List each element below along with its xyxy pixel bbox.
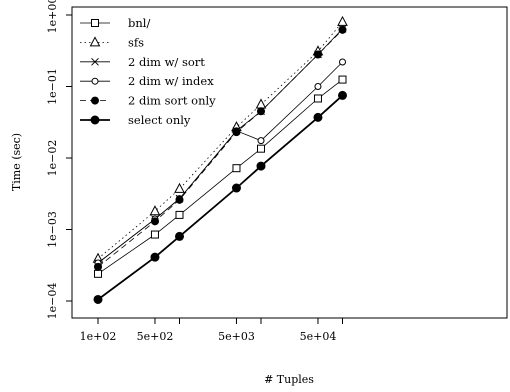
x-tick-label: 1e+02	[80, 330, 117, 343]
legend-label: 2 dim w/ sort	[128, 55, 205, 69]
data-point	[338, 90, 347, 100]
data-point	[150, 230, 159, 239]
data-point	[175, 231, 184, 241]
data-point	[339, 58, 346, 66]
data-point	[149, 205, 161, 216]
data-point	[257, 144, 265, 153]
series-line	[97, 79, 343, 275]
cross-stroke	[91, 57, 99, 66]
series-line	[97, 61, 343, 264]
legend-label: sfs	[128, 35, 144, 49]
data-point	[232, 164, 241, 173]
data-point	[257, 137, 265, 145]
data-point	[175, 210, 184, 219]
legend-marker	[89, 36, 101, 47]
legend: bnl/sfs 2 dim w/ sort 2 dim w/ index 2 dim …	[80, 16, 216, 127]
data-point	[313, 50, 322, 59]
data-point	[256, 161, 266, 171]
series-markers	[92, 15, 348, 304]
data-point	[93, 294, 103, 304]
axis-ticks: 1e+02 5e+02 5e+03 5e+04 1e−04 1e−03 1e−02 1e−01…	[46, 0, 343, 343]
y-tick-label: 1e−01	[46, 68, 59, 105]
y-tick-label: 1e−02	[46, 140, 59, 177]
data-point	[338, 25, 347, 34]
data-point	[232, 128, 241, 137]
data-point	[314, 83, 322, 90]
y-axis-title: Time (sec)	[10, 133, 23, 191]
data-point	[231, 183, 241, 193]
y-tick-label: 1e+00	[46, 0, 59, 33]
legend-label: 2 dim sort only	[128, 94, 216, 108]
data-point	[174, 182, 185, 193]
data-point	[94, 269, 102, 278]
legend-marker	[91, 19, 99, 27]
x-tick-label: 5e+03	[218, 330, 255, 343]
data-point	[338, 75, 347, 84]
legend-marker	[91, 57, 99, 66]
legend-label: 2 dim w/ index	[128, 74, 214, 88]
legend-marker	[91, 77, 99, 85]
x-tick-label: 5e+02	[137, 330, 174, 343]
x-tick-label: 5e+04	[300, 330, 337, 343]
y-tick-label: 1e−03	[46, 211, 59, 248]
data-point	[313, 112, 323, 122]
legend-label: bnl/	[128, 16, 150, 30]
data-point	[337, 15, 348, 26]
legend-label: select only	[128, 113, 191, 127]
data-point	[150, 217, 159, 226]
data-point	[94, 262, 102, 271]
data-point	[150, 252, 160, 262]
y-tick-label: 1e−04	[46, 283, 59, 320]
legend-marker	[91, 96, 99, 105]
legend-marker	[90, 115, 100, 125]
x-axis-title: # Tuples	[264, 373, 314, 386]
plot-box	[71, 6, 508, 319]
data-point	[175, 195, 184, 204]
data-point	[257, 107, 265, 116]
data-point	[255, 98, 267, 109]
data-point	[313, 94, 322, 103]
